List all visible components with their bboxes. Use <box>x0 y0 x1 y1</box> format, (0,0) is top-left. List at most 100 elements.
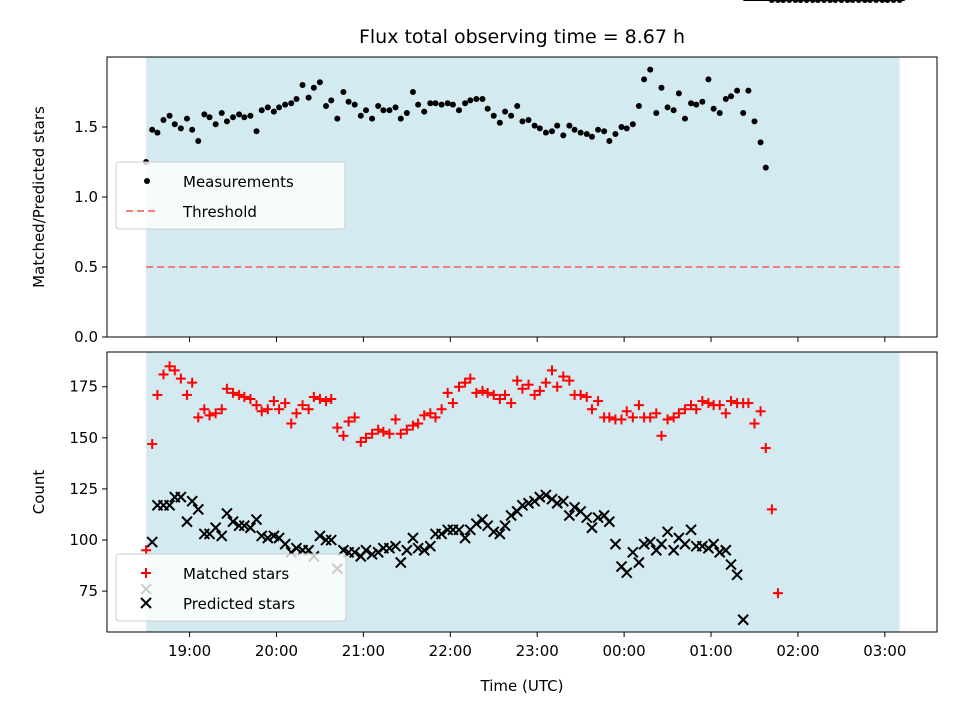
measurement-point <box>392 104 399 111</box>
matched-stars-point <box>686 400 697 411</box>
x-stroke-b <box>221 507 233 520</box>
predicted-stars-point <box>216 530 228 542</box>
matched-stars-point <box>523 379 534 390</box>
measurement-point <box>618 124 625 130</box>
x-stroke-b <box>481 520 494 532</box>
matched-stars-point <box>332 422 343 433</box>
predicted-stars-point <box>470 517 483 530</box>
measurement-point <box>681 115 688 122</box>
matched-stars-point <box>321 396 332 407</box>
predicted-stars-point <box>227 515 239 528</box>
x-stroke-b <box>470 517 483 530</box>
measurement-point <box>462 100 469 107</box>
counts-legend: Matched stars Predicted stars <box>115 553 347 622</box>
predicted-stars-point <box>209 522 222 534</box>
measurement-point <box>357 112 364 119</box>
matched-stars-point <box>395 428 406 439</box>
matched-stars-point <box>280 398 291 409</box>
measurement-point <box>362 107 369 114</box>
measurement-point <box>241 114 248 121</box>
measurement-point <box>536 125 543 132</box>
x-stroke-b <box>615 560 628 573</box>
predicted-stars-point <box>725 558 737 571</box>
measurement-point <box>699 98 706 105</box>
x-stroke-b <box>395 556 407 569</box>
measurement-point <box>264 104 271 111</box>
x-stroke-b <box>673 532 685 544</box>
chart-title: Flux total observing time = 8.67 h <box>359 26 685 48</box>
measurement-point <box>571 126 578 133</box>
predicted-stars-point <box>441 524 454 536</box>
measurement-point <box>438 101 445 108</box>
matched-stars-point <box>743 398 754 409</box>
x-stroke-b <box>175 491 187 503</box>
measurement-point <box>305 94 312 101</box>
y-tick-label: 0.5 <box>74 258 98 276</box>
predicted-legend-label: Predicted stars <box>183 595 295 613</box>
matched-stars-point <box>575 389 586 400</box>
matched-stars-point <box>656 430 667 441</box>
y-tick-label: 75 <box>79 582 98 600</box>
predicted-stars-point <box>233 520 245 532</box>
measurement-point <box>542 129 549 136</box>
measurement-point <box>316 79 323 86</box>
matched-stars-point <box>471 387 482 398</box>
matched-stars-point <box>517 383 528 394</box>
x-stroke-b <box>227 515 239 528</box>
x-stroke-b <box>488 526 500 538</box>
ratio-y-axis-label: Matched/Predicted stars <box>30 106 48 288</box>
measurement-point <box>566 122 573 129</box>
matched-stars-point <box>210 408 221 419</box>
measurement-point <box>490 112 497 119</box>
matched-stars-point <box>460 377 471 388</box>
x-stroke-b <box>540 489 552 501</box>
matched-stars-point <box>749 418 760 429</box>
measurement-point <box>641 76 648 83</box>
matched-stars-point <box>668 412 679 423</box>
measurement-point <box>282 101 289 108</box>
measurement-point <box>554 122 561 129</box>
measurement-point <box>496 119 503 126</box>
x-tick-label: 00:00 <box>603 642 646 660</box>
x-stroke-b <box>314 530 326 542</box>
matched-stars-point <box>291 408 302 419</box>
predicted-stars-point <box>603 515 616 528</box>
x-stroke-b <box>609 538 622 550</box>
measurement-point <box>397 115 404 122</box>
x-stroke-b <box>633 556 645 569</box>
matched-stars-point <box>720 408 731 419</box>
matched-stars-point <box>453 381 464 392</box>
measurement-point <box>751 118 758 125</box>
measurement-point <box>351 101 358 108</box>
x-stroke-b <box>586 522 598 534</box>
predicted-stars-point <box>186 495 198 507</box>
measurement-point <box>171 121 178 128</box>
y-tick-label: 1.5 <box>74 118 98 136</box>
matched-stars-point <box>158 369 169 380</box>
predicted-stars-point <box>320 534 332 546</box>
count-y-axis-label: Count <box>30 470 48 515</box>
predicted-stars-point <box>255 530 268 542</box>
measurement-point <box>432 100 439 107</box>
predicted-stars-point <box>192 503 204 516</box>
predicted-stars-point <box>563 509 576 522</box>
measurement-point <box>276 104 283 111</box>
measurement-point <box>588 133 595 140</box>
predicted-stars-point <box>499 520 511 532</box>
x-stroke-b <box>238 520 251 532</box>
matched-stars-point <box>673 408 684 419</box>
predicted-stars-point <box>244 522 257 534</box>
matched-stars-point <box>262 404 273 415</box>
measurement-point <box>177 125 184 132</box>
measurement-point <box>323 103 330 109</box>
predicted-stars-point <box>638 538 650 550</box>
measurement-point <box>223 118 230 125</box>
matched-stars-point <box>488 389 499 400</box>
measurement-point <box>653 110 660 116</box>
matched-stars-point <box>529 389 540 400</box>
predicted-stars-point <box>435 528 448 540</box>
x-stroke-b <box>725 558 737 571</box>
matched-stars-point <box>187 377 198 388</box>
x-stroke-b <box>714 546 726 558</box>
predicted-stars-point <box>568 501 581 514</box>
